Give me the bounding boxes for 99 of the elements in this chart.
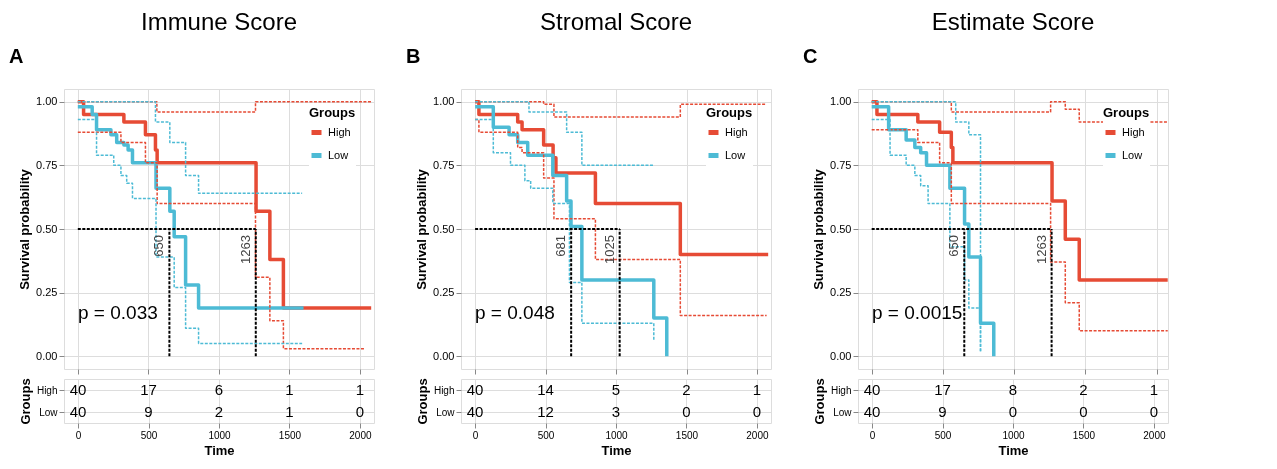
y-axis-title: Survival probability [811,168,827,290]
annotation: p = 0.0015 [872,302,963,323]
data-label: 14 [537,381,554,398]
y-tick-label: High [830,384,852,396]
data-label: 0 [752,403,762,420]
x-axis-title: Time [601,442,632,458]
legend-title: Groups [1103,105,1150,120]
x-tick-label: 0 [869,429,876,441]
data-label: 8 [1008,381,1018,398]
data-label: 0 [1079,403,1088,420]
data-label: 5 [611,381,621,398]
chart-title: Immune Score [140,8,298,35]
x-tick-label: 0 [472,429,479,441]
data-label: 40 [466,403,484,420]
y-tick-label: 0.75 [36,158,58,171]
legend-title: Groups [706,105,753,120]
y-tick-label: 1.00 [36,95,58,108]
y-tick-label: Low [436,406,456,418]
y-axis-title: Groups [414,378,430,425]
x-tick-label: 2000 [349,429,372,441]
data-label: 2 [1079,381,1088,398]
data-label: 9 [144,403,153,420]
data-label: 0 [682,403,691,420]
data-label: 0 [355,403,365,420]
y-tick-label: Low [39,406,59,418]
text: B [406,45,421,67]
annotation: p = 0.048 [475,302,555,323]
y-tick-label: Low [833,406,853,418]
text: C [803,45,818,67]
legend-label: High [1122,125,1145,138]
x-tick-label: 500 [934,429,952,441]
y-tick-label: 0.25 [433,286,455,299]
x-tick-label: 500 [140,429,158,441]
x-axis-title: Time [204,442,235,458]
data-label: 40 [69,381,87,398]
x-tick-label: 1500 [1072,429,1096,441]
data-label: 1 [1149,381,1159,398]
legend-label: Low [725,148,746,161]
y-tick-label: 0.50 [433,222,455,235]
x-tick-label: 1500 [278,429,302,441]
y-tick-label: 1.00 [830,95,852,108]
y-tick-label: High [36,384,58,396]
chart-title: Estimate Score [931,8,1095,35]
annotation: p = 0.033 [78,302,158,323]
x-tick-label: 1000 [208,429,232,441]
data-label: 17 [140,381,157,398]
data-label: 2 [214,403,224,420]
data-label: 1 [752,381,762,398]
y-tick-label: 0.00 [433,349,455,362]
data-label: 17 [934,381,951,398]
y-tick-label: 0.00 [830,349,852,362]
data-label: 3 [611,403,621,420]
data-label: 40 [863,381,881,398]
y-tick-label: 0.75 [830,158,852,171]
y-tick-label: 0.50 [36,222,58,235]
x-tick-label: 0 [75,429,82,441]
x-tick-label: 2000 [1143,429,1166,441]
x-tick-label: 2000 [746,429,769,441]
ref-line-label: 650 [151,235,167,257]
data-label: 9 [938,403,947,420]
legend-label: Low [1122,148,1143,161]
x-axis-title: Time [998,442,1029,458]
legend-label: High [328,125,351,138]
data-label: 40 [69,403,87,420]
data-label: 12 [537,403,554,420]
ref-line-label: 681 [553,235,569,257]
data-label: 40 [466,381,484,398]
y-tick-label: 0.25 [36,286,58,299]
y-axis-title: Groups [17,378,33,425]
x-tick-label: 1500 [675,429,699,441]
legend-label: Low [328,148,349,161]
data-label: 1 [285,403,294,420]
chart-title: Stromal Score [539,8,693,35]
x-tick-label: 500 [537,429,555,441]
ref-line-label: 1025 [601,235,617,264]
data-label: 2 [682,381,691,398]
x-tick-label: 1000 [605,429,629,441]
y-axis-title: Groups [811,378,827,425]
y-tick-label: High [433,384,455,396]
x-tick-label: 1000 [1002,429,1026,441]
legend-label: High [725,125,748,138]
y-tick-label: 1.00 [433,95,455,108]
y-tick-label: 0.75 [433,158,455,171]
legend-title: Groups [309,105,356,120]
data-label: 1 [355,381,365,398]
ref-line-label: 1263 [1033,235,1049,264]
data-label: 6 [214,381,224,398]
y-tick-label: 0.25 [830,286,852,299]
data-label: 0 [1008,403,1018,420]
data-label: 0 [1149,403,1159,420]
y-tick-label: 0.00 [36,349,58,362]
data-label: 40 [863,403,881,420]
text: A [9,45,24,67]
y-axis-title: Survival probability [17,168,33,290]
y-tick-label: 0.50 [830,222,852,235]
ref-line-label: 1263 [237,235,253,264]
data-label: 1 [285,381,294,398]
ref-line-label: 650 [946,235,962,257]
y-axis-title: Survival probability [414,168,430,290]
